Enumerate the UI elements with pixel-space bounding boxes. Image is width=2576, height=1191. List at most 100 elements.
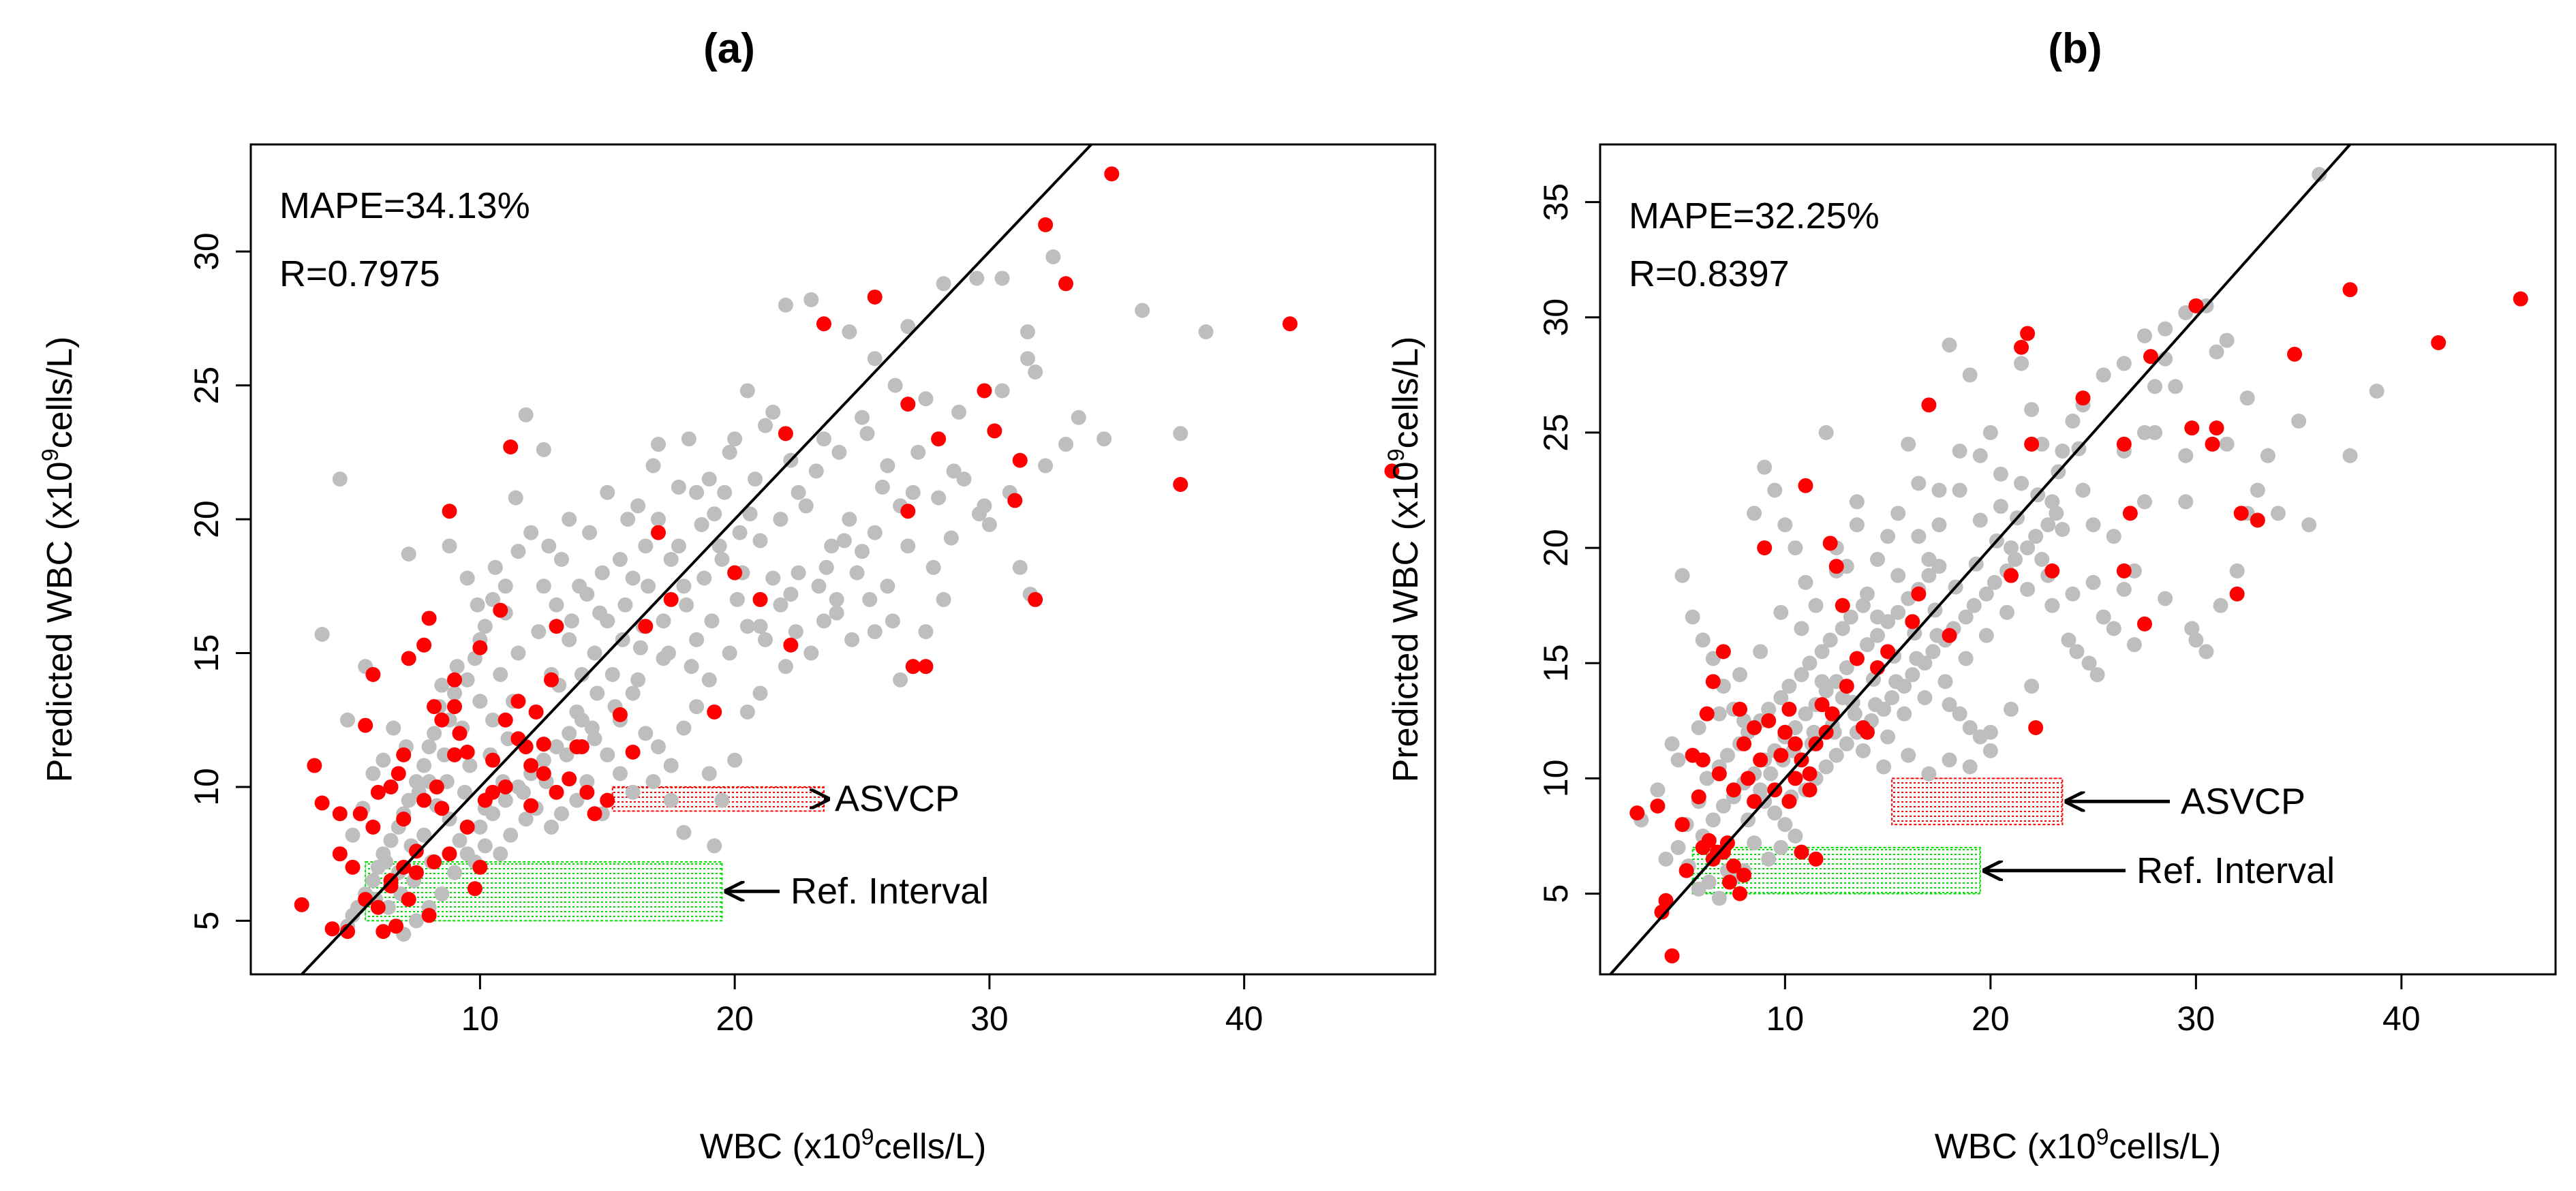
data-point — [2143, 349, 2159, 365]
data-point — [1942, 697, 1957, 713]
data-point — [1952, 443, 1967, 459]
data-point — [1905, 614, 1920, 630]
data-point — [880, 578, 895, 594]
x-tick-label: 40 — [2382, 1000, 2421, 1038]
data-point — [2369, 384, 2385, 399]
data-point — [1736, 867, 1752, 883]
data-point — [2075, 390, 2091, 406]
y-tick-label: 5 — [187, 912, 226, 931]
data-point — [2233, 506, 2249, 521]
data-point — [651, 512, 666, 527]
data-point — [2028, 529, 2044, 544]
data-point — [408, 844, 424, 859]
data-point — [994, 383, 1010, 399]
data-point — [676, 578, 692, 594]
data-point — [656, 613, 671, 629]
data-point — [2229, 563, 2245, 578]
data-point — [842, 512, 857, 527]
data-point — [2188, 298, 2204, 313]
data-point — [2239, 390, 2255, 406]
y-tick-label: 30 — [1537, 298, 1575, 337]
data-point — [615, 632, 630, 647]
data-point — [803, 292, 819, 307]
data-point — [831, 444, 847, 460]
data-point — [497, 792, 513, 808]
data-point — [1019, 351, 1035, 367]
data-point — [340, 712, 356, 728]
data-point — [620, 512, 636, 527]
data-point — [1045, 249, 1061, 265]
data-point — [1773, 690, 1789, 705]
data-point — [549, 619, 564, 634]
data-point — [2219, 436, 2235, 452]
data-point — [518, 407, 534, 422]
data-point — [600, 484, 615, 500]
data-point — [1788, 829, 1803, 844]
data-point — [497, 712, 513, 728]
data-point — [1173, 426, 1189, 442]
data-point — [2213, 598, 2228, 613]
data-point — [587, 806, 602, 822]
data-point — [918, 391, 934, 407]
data-point — [2122, 506, 2138, 521]
data-point — [2158, 591, 2173, 606]
data-point — [1763, 766, 1779, 782]
data-point — [396, 811, 412, 827]
x-tick-label: 10 — [1766, 1000, 1805, 1038]
y-tick-label: 25 — [1537, 414, 1575, 452]
data-point — [523, 525, 539, 540]
data-point — [1007, 493, 1023, 508]
data-point — [1761, 713, 1777, 728]
data-point — [2069, 644, 2085, 660]
data-point — [459, 744, 475, 760]
data-point — [1097, 431, 1112, 447]
data-point — [910, 444, 926, 460]
data-point — [477, 619, 493, 634]
data-point — [536, 766, 551, 782]
data-point — [2089, 667, 2105, 683]
data-point — [1685, 609, 1700, 625]
data-point — [562, 512, 577, 527]
data-point — [671, 538, 686, 554]
data-point — [1917, 690, 1933, 705]
data-point — [612, 766, 628, 782]
data-point — [612, 707, 628, 722]
data-point — [1855, 598, 1871, 613]
data-point — [679, 597, 694, 613]
data-point — [816, 613, 831, 629]
data-point — [332, 471, 348, 487]
data-point — [1911, 586, 1927, 602]
data-point — [1794, 621, 1809, 636]
data-point — [765, 404, 781, 420]
data-point — [434, 712, 450, 728]
data-point — [1828, 747, 1844, 763]
data-point — [427, 854, 442, 869]
data-point — [1794, 844, 1809, 860]
data-point — [1788, 540, 1803, 556]
data-point — [2209, 344, 2224, 360]
data-point — [1942, 337, 1957, 353]
data-point — [1972, 512, 1988, 528]
data-point — [681, 431, 696, 447]
data-point — [493, 666, 508, 682]
data-point — [1701, 833, 1717, 848]
data-point — [485, 591, 501, 607]
data-point — [365, 873, 381, 888]
data-point — [2219, 332, 2235, 348]
data-point — [434, 677, 450, 693]
data-point — [900, 397, 916, 412]
data-point — [2096, 609, 2111, 625]
data-point — [447, 865, 463, 880]
data-point — [1650, 799, 1666, 814]
data-point — [2065, 414, 2081, 429]
data-point — [1942, 752, 1957, 768]
data-point — [1849, 517, 1865, 533]
data-point — [1962, 759, 1978, 775]
data-point — [401, 546, 416, 562]
data-point — [589, 685, 605, 701]
x-tick-label: 20 — [716, 1000, 754, 1038]
data-point — [689, 632, 705, 647]
data-point — [416, 827, 432, 843]
data-point — [714, 552, 730, 567]
